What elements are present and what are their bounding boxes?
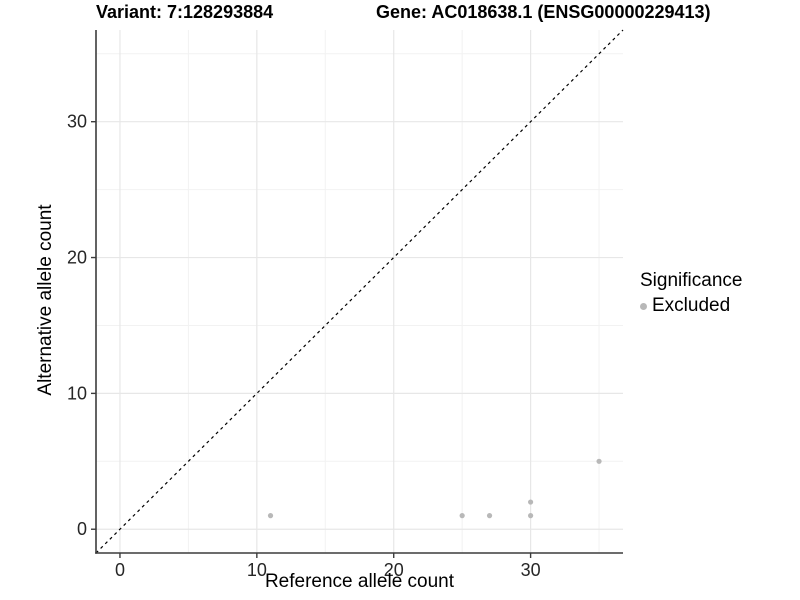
- legend-title: Significance: [640, 270, 743, 291]
- y-tick-label: 20: [67, 248, 87, 268]
- x-tick-label: 30: [521, 560, 541, 580]
- data-point: [596, 458, 602, 464]
- x-tick-label: 20: [384, 560, 404, 580]
- data-point: [459, 513, 465, 519]
- x-tick-label: 10: [247, 560, 267, 580]
- gene-title: Gene: AC018638.1 (ENSG00000229413): [376, 2, 711, 22]
- legend-key-dot-icon: [640, 302, 647, 310]
- x-tick-label: 0: [115, 560, 125, 580]
- legend: Significance Excluded: [640, 270, 742, 317]
- data-point: [528, 499, 534, 505]
- data-point: [528, 513, 534, 519]
- y-tick-label: 10: [67, 383, 87, 403]
- x-axis-title: Reference allele count: [264, 571, 455, 592]
- variant-title: Variant: 7:128293884: [96, 2, 274, 22]
- data-point: [486, 513, 493, 519]
- legend-entry-excluded: Excluded: [640, 295, 742, 317]
- y-axis-title: Alternative allele count: [35, 204, 56, 396]
- y-tick-label: 0: [77, 519, 87, 539]
- data-point: [267, 513, 274, 519]
- legend-entry-label: Excluded: [652, 295, 731, 316]
- identity-line: [95, 29, 624, 554]
- y-tick-label: 30: [67, 112, 87, 132]
